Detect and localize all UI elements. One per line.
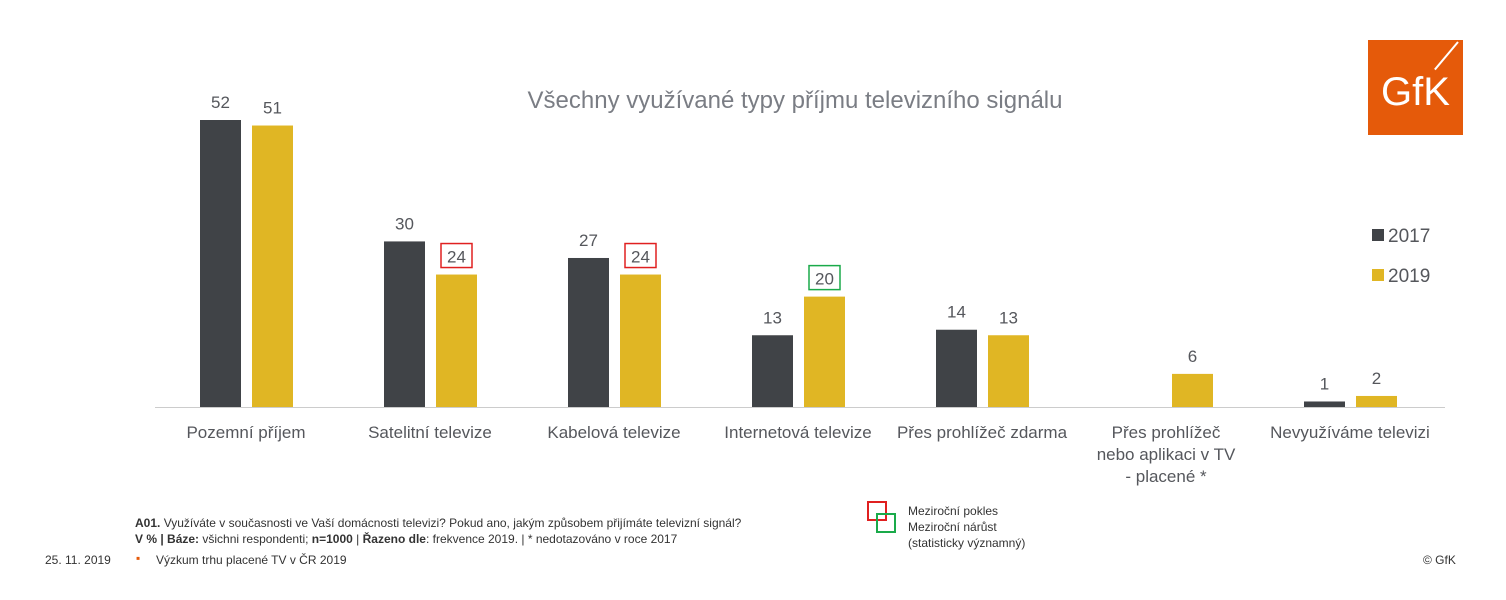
category-label: Internetová televize bbox=[724, 423, 871, 442]
bullet-icon: ▪ bbox=[136, 551, 141, 565]
data-label: 14 bbox=[947, 303, 966, 322]
category-label: Přes prohlížeč nebo aplikaci v TV - placen… bbox=[1097, 423, 1236, 486]
data-label: 27 bbox=[579, 231, 598, 250]
data-label: 30 bbox=[395, 214, 414, 233]
bar-2019 bbox=[252, 125, 293, 408]
category-label: Kabelová televize bbox=[547, 423, 680, 442]
bar-2017 bbox=[200, 120, 241, 407]
bar-2019 bbox=[436, 274, 477, 407]
bar-2019 bbox=[988, 335, 1029, 407]
increase-legend-icon bbox=[876, 513, 896, 533]
data-label: 52 bbox=[211, 93, 230, 112]
bar-2017 bbox=[384, 241, 425, 407]
bar-2019 bbox=[1172, 373, 1213, 407]
category-label: Přes prohlížeč zdarma bbox=[897, 423, 1068, 442]
data-label: 24 bbox=[631, 248, 650, 267]
data-label: 20 bbox=[815, 270, 834, 289]
bar-2017 bbox=[568, 257, 609, 407]
category-label: Pozemní příjem bbox=[186, 423, 305, 442]
legend-swatch-2019 bbox=[1372, 269, 1384, 281]
gfk-logo: GfK bbox=[1368, 40, 1463, 135]
data-label: 13 bbox=[999, 308, 1018, 327]
footer-date: 25. 11. 2019 bbox=[45, 553, 111, 567]
significance-legend: Meziroční pokles Meziroční nárůst (statist… bbox=[908, 504, 1026, 550]
legend-label: 2019 bbox=[1388, 266, 1430, 287]
chart-title: Všechny využívané typy příjmu televizníh… bbox=[528, 87, 1063, 114]
significance-box-decline bbox=[440, 242, 473, 269]
category-label: Satelitní televize bbox=[368, 423, 492, 442]
data-label: 24 bbox=[447, 248, 466, 267]
bar-2019 bbox=[804, 296, 845, 407]
bar-2017 bbox=[1304, 401, 1345, 407]
footer-copyright: © GfK bbox=[1423, 553, 1456, 567]
footer-project: Výzkum trhu placené TV v ČR 2019 bbox=[156, 553, 347, 567]
category-label: Nevyužíváme televizi bbox=[1270, 423, 1430, 442]
significance-box-increase bbox=[808, 264, 841, 291]
base-note: V % | Báze: všichni respondenti; n=1000 … bbox=[135, 532, 678, 546]
bar-2017 bbox=[936, 329, 977, 407]
bar-2017 bbox=[752, 335, 793, 407]
data-label: 6 bbox=[1188, 347, 1197, 366]
significance-box-decline bbox=[624, 242, 657, 269]
data-label: 1 bbox=[1320, 374, 1329, 393]
legend-swatch-2017 bbox=[1372, 229, 1384, 241]
data-label: 2 bbox=[1372, 369, 1381, 388]
bar-2019 bbox=[620, 274, 661, 407]
bar-2019 bbox=[1356, 395, 1397, 407]
question-note: A01. Využíváte v současnosti ve Vaší dom… bbox=[135, 516, 742, 530]
data-label: 51 bbox=[263, 99, 282, 118]
legend-label: 2017 bbox=[1388, 226, 1430, 247]
data-label: 13 bbox=[763, 308, 782, 327]
